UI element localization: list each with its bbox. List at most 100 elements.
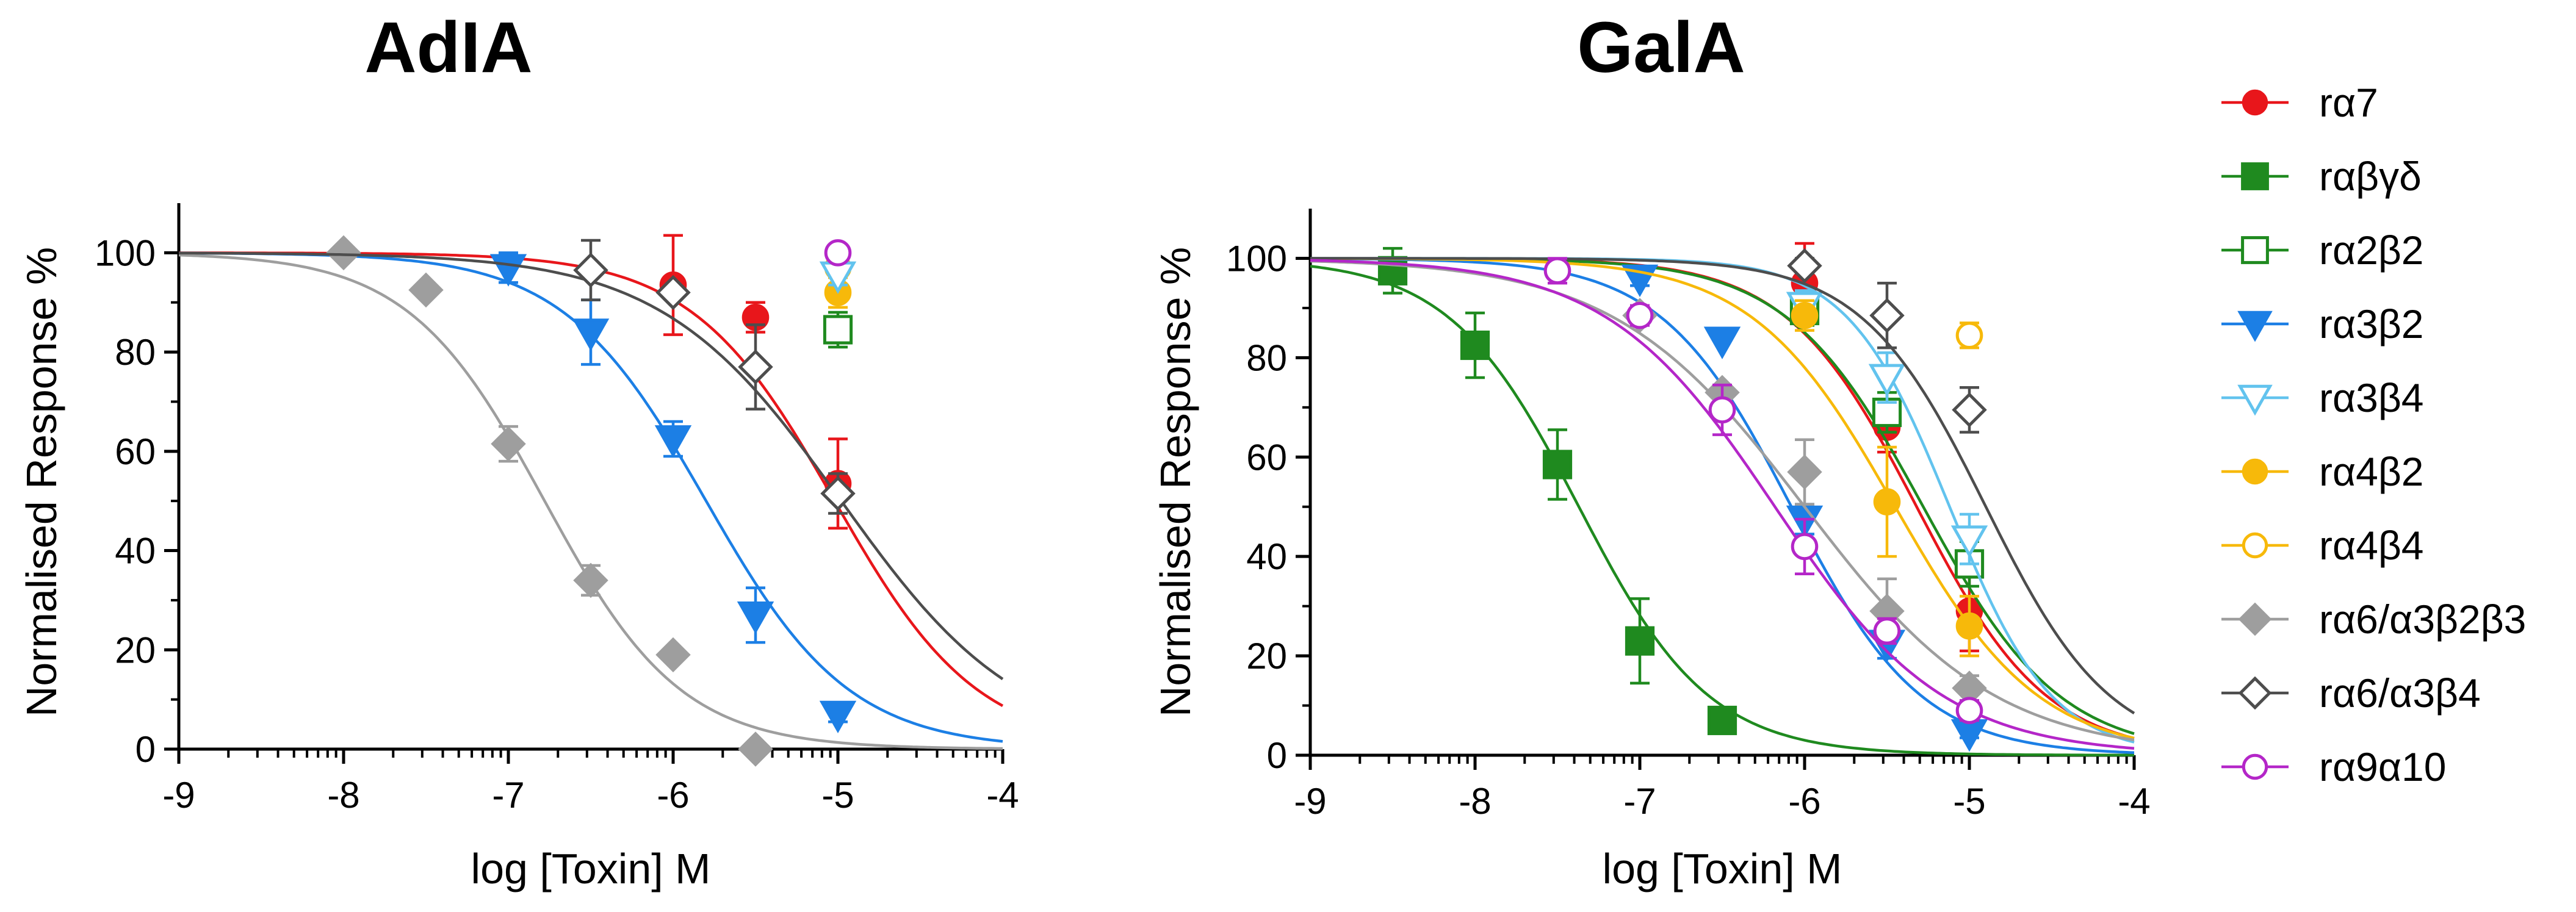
data-point (1873, 617, 1901, 645)
legend-item-ra3b2: rα3β2 (2221, 301, 2424, 346)
data-point (819, 700, 857, 734)
data-point (572, 318, 610, 351)
legend-label: rα3β4 (2319, 375, 2424, 420)
x-axis-label: log [Toxin] M (1603, 845, 1842, 892)
data-point (737, 601, 774, 634)
y-tick-label: 0 (135, 729, 156, 770)
x-tick-label: -9 (1294, 781, 1326, 822)
data-point (738, 349, 773, 385)
series-ra3b2 (179, 251, 1003, 743)
series-ra2b2 (823, 311, 853, 349)
x-tick-label: -6 (657, 775, 689, 816)
legend-marker (2241, 236, 2269, 264)
chart-title: AdIA (364, 7, 532, 88)
legend-item-ra4b4: rα4β4 (2221, 523, 2424, 568)
legend-item-ra9a10: rα9α10 (2221, 744, 2446, 789)
data-point (1955, 697, 1983, 724)
x-tick-label: -8 (327, 775, 359, 816)
series-rabgd (1310, 246, 2134, 757)
data-point (1460, 330, 1490, 361)
legend-marker (2238, 602, 2272, 636)
data-point (1868, 364, 1906, 397)
data-point (1869, 298, 1905, 333)
legend-marker (2238, 676, 2272, 710)
y-axis-label: Normalised Response % (18, 247, 65, 717)
data-point (1625, 626, 1655, 656)
series-ra3b2 (1310, 257, 2135, 755)
legend-marker (2242, 89, 2268, 116)
data-point (654, 425, 692, 458)
legend-marker (2241, 162, 2269, 190)
data-point (1377, 256, 1408, 285)
y-tick-label: 40 (115, 531, 156, 572)
chart-panel-adia: AdIA log [Toxin] M Normalised Response % 0 2… (18, 7, 1019, 892)
series-ra4b4 (1955, 321, 1983, 350)
x-tick-label: -5 (1953, 781, 1985, 822)
chart-title: GalA (1577, 7, 1745, 88)
legend-label: rα2β2 (2319, 228, 2424, 273)
legend-label: rα6/α3β2β3 (2319, 597, 2526, 642)
x-tick-label: -9 (162, 775, 195, 816)
x-tick-label: -7 (1623, 781, 1656, 822)
y-tick-label: 60 (115, 431, 156, 472)
data-point (1873, 488, 1901, 515)
x-tick-label: -4 (986, 775, 1019, 816)
data-point (820, 476, 856, 511)
data-point (1703, 326, 1741, 359)
data-point (491, 426, 526, 462)
legend-label: rα3β2 (2319, 301, 2424, 346)
legend-item-ra2b2: rα2β2 (2221, 228, 2424, 273)
data-point (573, 562, 608, 598)
data-point (1542, 450, 1573, 479)
fit-curve (1310, 257, 2135, 715)
y-tick-label: 0 (1267, 735, 1287, 776)
data-point (326, 235, 361, 271)
data-point (1626, 301, 1654, 329)
data-point (1791, 533, 1819, 561)
legend-item-rabgd: rαβγδ (2221, 154, 2422, 199)
series-ra6-a3b2b3 (178, 235, 1003, 767)
y-tick-label: 100 (1226, 238, 1287, 279)
legend-label: rα4β4 (2319, 523, 2424, 568)
y-tick-label: 80 (115, 332, 156, 373)
data-point (1791, 301, 1819, 329)
data-point (824, 239, 852, 267)
legend-item-ra3b4: rα3β4 (2221, 375, 2424, 420)
y-tick-label: 40 (1246, 536, 1287, 577)
series-ra6-a3b4 (1310, 248, 2135, 715)
y-tick-label: 80 (1246, 337, 1287, 378)
series-ra7 (1310, 242, 2135, 740)
legend-label: rα4β2 (2319, 449, 2424, 494)
data-point (408, 272, 444, 308)
legend-label: rα7 (2319, 80, 2378, 125)
y-tick-label: 100 (95, 232, 156, 273)
legend-marker (2237, 311, 2273, 342)
data-point (1952, 392, 1987, 428)
data-point (1955, 612, 1983, 640)
legend-item-ra6-a3b2b3: rα6/α3β2β3 (2221, 597, 2526, 642)
legend-label: rαβγδ (2319, 154, 2422, 199)
y-tick-label: 20 (115, 630, 156, 670)
legend-label: rα9α10 (2319, 744, 2446, 789)
data-point (1708, 396, 1736, 424)
legend-label: rα6/α3β4 (2319, 670, 2481, 716)
data-point (823, 315, 853, 345)
y-tick-label: 20 (1246, 636, 1287, 677)
data-point (1950, 525, 1988, 558)
data-point (1787, 248, 1822, 284)
legend-marker (2242, 753, 2268, 780)
x-tick-label: -8 (1459, 781, 1491, 822)
data-point (738, 731, 773, 767)
chart-panel-gala: GalA log [Toxin] M Normalised Response % 0 2… (1152, 7, 2151, 892)
data-point (1955, 321, 1983, 350)
legend-item-ra7: rα7 (2221, 80, 2378, 125)
y-tick-label: 60 (1246, 437, 1287, 478)
y-axis-label: Normalised Response % (1152, 247, 1199, 717)
data-point (1950, 719, 1988, 752)
data-point (1787, 454, 1822, 490)
data-point (1543, 257, 1571, 285)
legend-marker (2242, 458, 2268, 485)
legend: rα7 rαβγδ rα2β2 rα3β2 rα3β4 rα4β2 rα4β4 rα6/α3β… (2221, 80, 2526, 789)
x-tick-label: -7 (492, 775, 524, 816)
